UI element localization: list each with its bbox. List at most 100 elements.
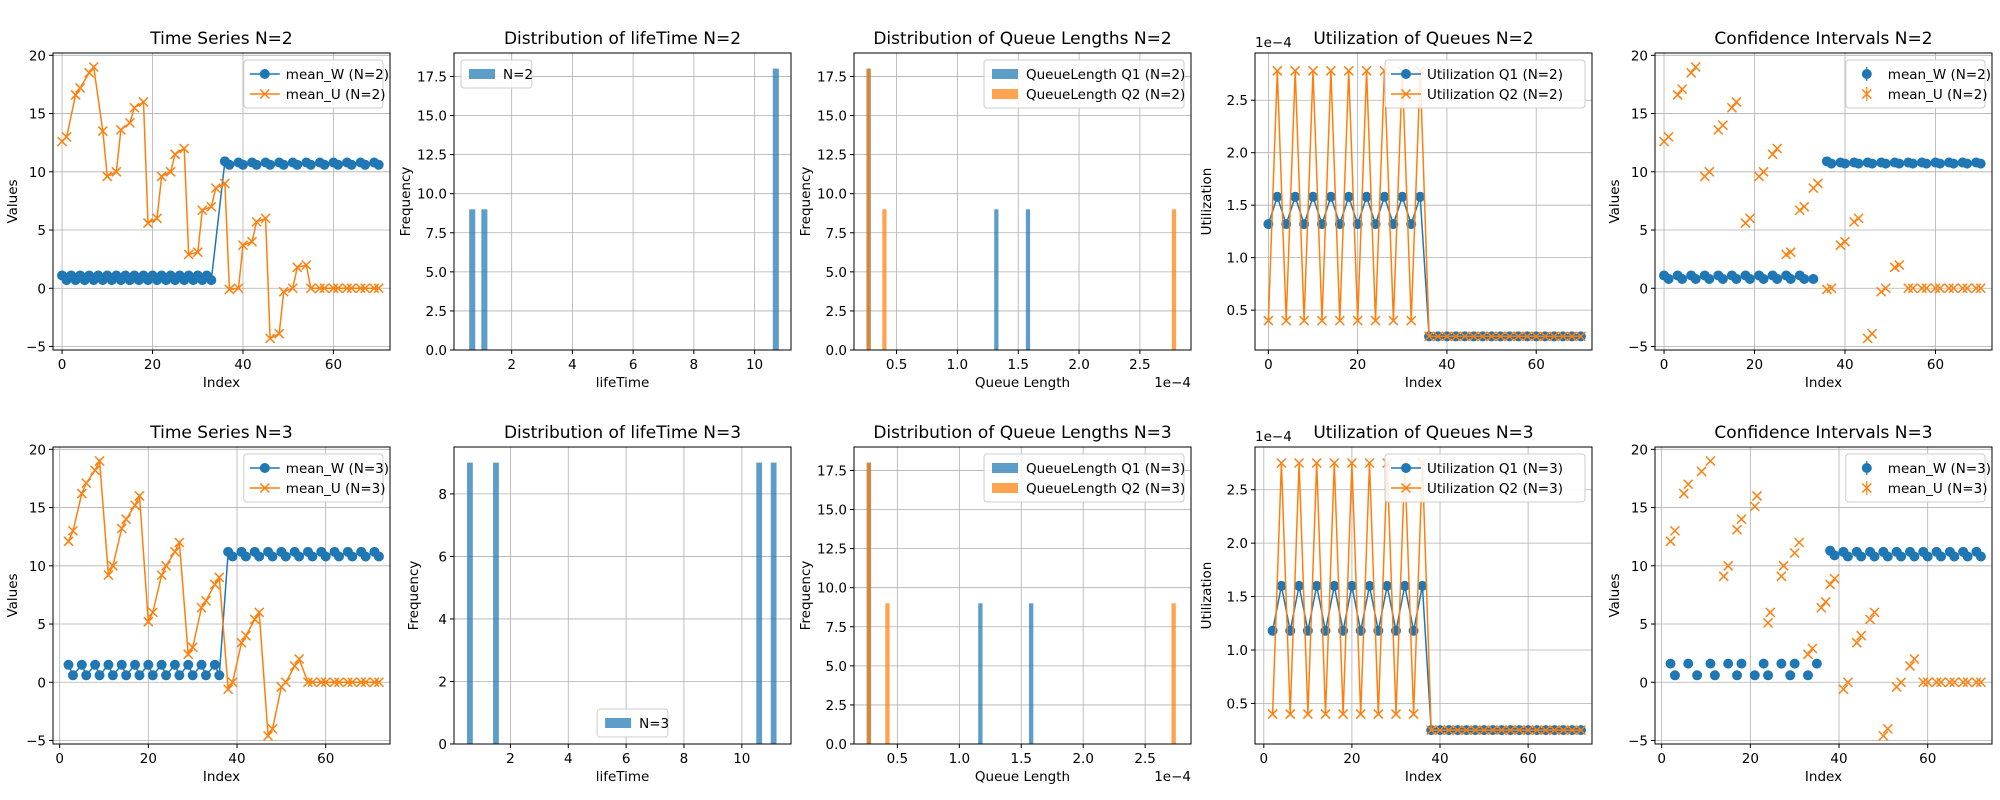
x-tick-label: 0 — [1660, 357, 1669, 373]
y-tick-label: 6 — [438, 549, 447, 565]
data-point — [1299, 315, 1310, 326]
data-point — [156, 659, 167, 670]
data-point — [274, 328, 285, 339]
data-point — [130, 500, 141, 511]
y-tick-label: 17.5 — [417, 69, 447, 85]
data-point — [254, 607, 265, 618]
data-point — [287, 283, 298, 294]
y-tick-label: 2.5 — [1227, 483, 1248, 499]
x-tick-label: 8 — [680, 751, 689, 767]
data-point — [1346, 457, 1357, 469]
x-tick-label: 0 — [1260, 751, 1269, 767]
y-tick-label: 10 — [1631, 559, 1648, 575]
data-point — [76, 488, 87, 499]
data-point — [1736, 514, 1747, 525]
subplot-2: 2 4 6 8 10 0.0 2.5 5.0 7.5 10.0 12.5 15.0 17.5 Distri… — [398, 29, 792, 391]
y-tick-label: 17.5 — [817, 463, 847, 479]
data-point — [307, 677, 318, 688]
legend-marker — [259, 463, 270, 473]
data-point — [1744, 213, 1756, 224]
data-point — [267, 551, 278, 562]
data-point — [346, 283, 357, 294]
plot-area — [1263, 65, 1586, 342]
bar — [866, 68, 871, 350]
data-point — [1441, 331, 1452, 342]
data-point — [1867, 158, 1878, 169]
data-point — [292, 159, 303, 170]
data-point — [1388, 219, 1399, 230]
data-point — [142, 218, 154, 229]
data-point — [1869, 551, 1880, 562]
data-point — [1329, 457, 1340, 469]
data-point — [1907, 283, 1918, 294]
axes-frame — [1254, 446, 1593, 745]
data-point — [1948, 158, 1959, 169]
data-point — [183, 249, 194, 260]
data-point — [373, 677, 384, 688]
y-axis-label: Values — [5, 179, 21, 223]
series-line — [1271, 462, 1581, 731]
data-point — [1364, 457, 1375, 469]
data-point — [1865, 614, 1876, 625]
y-tick-label: 15.0 — [817, 503, 847, 519]
y-tick-label: 20 — [29, 442, 46, 458]
x-tick-label: 0.5 — [887, 751, 908, 767]
legend-label: mean_W (N=3) — [1888, 461, 1991, 477]
data-point — [63, 659, 74, 670]
data-point — [1903, 283, 1914, 294]
data-point — [97, 126, 108, 137]
data-point — [1794, 537, 1805, 548]
y-tick-label: 10.0 — [817, 581, 847, 597]
data-point — [307, 551, 318, 562]
data-point — [84, 67, 95, 78]
subplot-9: 0 20 40 60 0.5 1.0 1.5 2.0 2.5 1e−4 Utilization of… — [1199, 423, 1593, 785]
data-point — [1975, 677, 1986, 688]
data-point — [1686, 67, 1697, 78]
series-line — [67, 458, 379, 739]
data-point — [1772, 143, 1783, 154]
data-point — [1665, 536, 1676, 547]
x-tick-label: 60 — [1919, 751, 1936, 767]
legend-label: N=2 — [503, 67, 533, 83]
legend: Utilization Q1 (N=3) Utilization Q2 (N=3) — [1384, 453, 1586, 503]
x-tick-label: 6 — [622, 751, 631, 767]
bar — [885, 603, 890, 744]
y-tick-label: 10.0 — [417, 187, 447, 203]
legend-marker — [259, 69, 270, 79]
data-point — [1316, 315, 1327, 326]
data-point — [196, 602, 207, 613]
x-tick-label: 60 — [325, 357, 342, 373]
y-tick-label: 10 — [29, 165, 46, 181]
y-tick-label: 2.0 — [1227, 536, 1248, 552]
x-tick-label: 60 — [1528, 357, 1545, 373]
data-point — [1343, 65, 1354, 76]
data-point — [1826, 283, 1837, 294]
data-point — [1916, 283, 1927, 294]
data-point — [1329, 580, 1340, 591]
legend-marker — [1400, 88, 1412, 100]
subplot-7: 2 4 6 8 10 0 2 4 6 8 Distribution of lifeTime N=3 l… — [406, 423, 792, 785]
data-point — [169, 546, 180, 557]
plot-area — [866, 462, 1176, 744]
data-point — [156, 171, 167, 182]
y-tick-label: 5 — [37, 223, 46, 239]
data-point — [346, 159, 357, 170]
x-tick-label: 60 — [1520, 751, 1537, 767]
data-point — [1838, 684, 1849, 695]
y-axis-label: Frequency — [798, 561, 814, 631]
legend-marker — [1861, 88, 1872, 100]
data-point — [200, 670, 211, 681]
data-point — [1948, 283, 1959, 294]
legend-frame — [983, 453, 1185, 503]
data-point — [90, 659, 101, 670]
x-tick-label: 20 — [1343, 751, 1360, 767]
y-tick-label: 12.5 — [417, 148, 447, 164]
legend: mean_W (N=3) mean_U (N=3) — [1845, 453, 1991, 503]
data-point — [1785, 247, 1796, 258]
y-tick-label: 12.5 — [817, 542, 847, 558]
y-axis-label: Frequency — [406, 561, 422, 631]
axes-frame — [853, 446, 1192, 745]
data-point — [1364, 580, 1375, 591]
data-point — [1723, 658, 1734, 669]
y-tick-label: 20 — [29, 48, 46, 64]
